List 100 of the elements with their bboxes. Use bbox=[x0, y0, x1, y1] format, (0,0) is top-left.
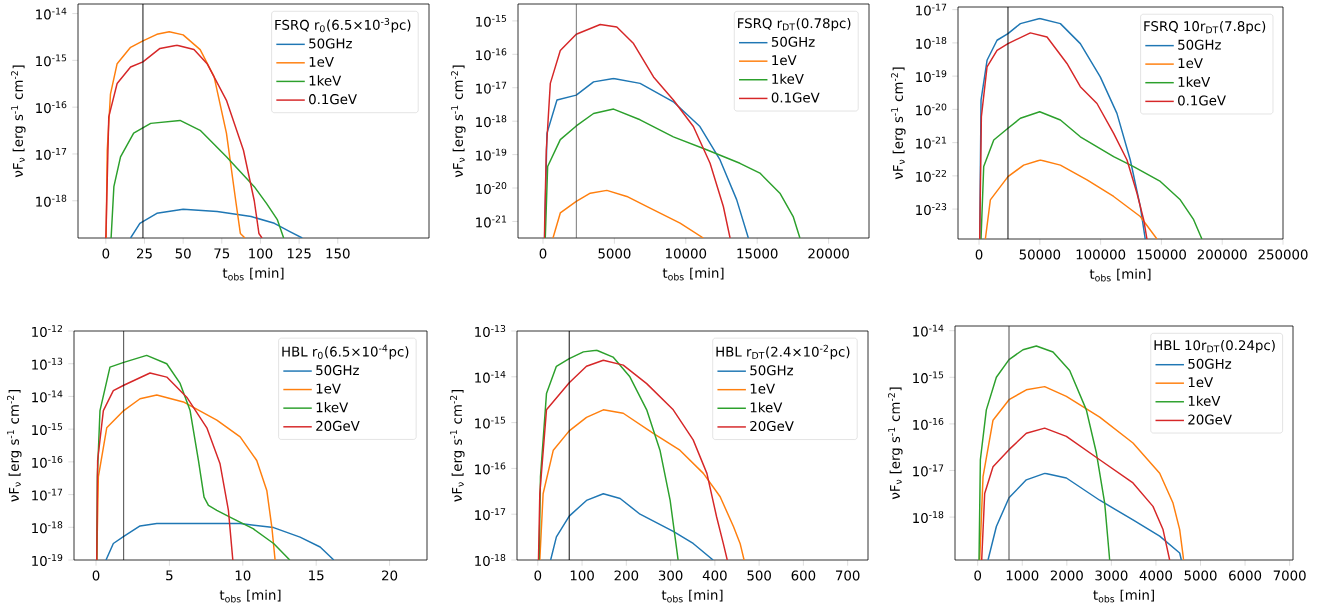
y-tick-label: 10$^{-20}$ bbox=[916, 103, 947, 116]
y-tick-label: 10$^{-21}$ bbox=[476, 215, 507, 228]
y-tick-label: 10$^{-19}$ bbox=[32, 554, 63, 566]
y-tick-label: 10$^{-14}$ bbox=[475, 370, 506, 383]
legend-label: 1keV bbox=[316, 402, 349, 413]
y-tick-label: 10$^{-18}$ bbox=[476, 115, 507, 128]
y-tick-label: 10$^{-13}$ bbox=[475, 325, 506, 337]
y-tick-label: 10$^{-17}$ bbox=[916, 3, 947, 16]
legend-label: 50GHz bbox=[750, 365, 794, 376]
x-tick-label: 0 bbox=[974, 570, 982, 581]
x-tick-label: 0 bbox=[539, 248, 547, 259]
x-tick-label: 0 bbox=[102, 248, 110, 259]
y-tick-label: 10$^{-16}$ bbox=[36, 101, 67, 114]
legend-label: 50GHz bbox=[1178, 39, 1221, 50]
x-tick-label: 600 bbox=[791, 570, 816, 581]
legend-title: FSRQ 10r$_{DT}$(7.8pc) bbox=[1144, 20, 1266, 34]
x-tick-label: 75 bbox=[214, 248, 230, 259]
legend-label: 1eV bbox=[309, 56, 334, 67]
x-tick-label: 300 bbox=[658, 570, 683, 581]
y-tick-label: 10$^{-18}$ bbox=[36, 194, 67, 207]
x-axis-title: t$_{obs}$ [min] bbox=[1093, 589, 1154, 603]
y-tick-label: 10$^{-17}$ bbox=[475, 508, 506, 521]
y-tick-label: 10$^{-21}$ bbox=[916, 136, 947, 149]
x-tick-label: 0 bbox=[534, 570, 542, 581]
y-tick-label: 10$^{-13}$ bbox=[32, 357, 63, 370]
x-tick-label: 10000 bbox=[666, 248, 707, 259]
y-tick-label: 10$^{-18}$ bbox=[475, 554, 506, 566]
legend-label: 0.1GeV bbox=[771, 92, 820, 103]
legend-title: HBL r$_{DT}$(2.4×10$^{-2}$pc) bbox=[716, 344, 850, 360]
x-axis-title: t$_{obs}$ [min] bbox=[662, 267, 724, 281]
x-tick-label: 0 bbox=[975, 249, 983, 260]
y-tick-label: 10$^{-15}$ bbox=[32, 423, 63, 436]
y-tick-label: 10$^{-14}$ bbox=[32, 390, 63, 403]
x-tick-label: 150 bbox=[326, 248, 350, 259]
y-tick-label: 10$^{-16}$ bbox=[913, 417, 944, 430]
x-tick-label: 150000 bbox=[1137, 249, 1186, 260]
y-tick-label: 10$^{-15}$ bbox=[36, 54, 67, 67]
x-tick-label: 100000 bbox=[1076, 249, 1126, 260]
legend-label: 1eV bbox=[1188, 377, 1214, 388]
y-tick-label: 10$^{-12}$ bbox=[32, 325, 62, 337]
y-tick-label: 10$^{-18}$ bbox=[913, 511, 944, 524]
y-tick-label: 10$^{-15}$ bbox=[913, 371, 944, 384]
y-tick-label: 10$^{-19}$ bbox=[916, 70, 947, 83]
legend-title: HBL 10r$_{DT}$(0.24pc) bbox=[1154, 339, 1275, 353]
y-tick-label: 10$^{-17}$ bbox=[913, 464, 944, 477]
legend-label: 1keV bbox=[750, 402, 783, 413]
x-tick-label: 200 bbox=[614, 570, 639, 581]
legend-label: 20GeV bbox=[316, 420, 360, 431]
legend-label: 1keV bbox=[309, 75, 342, 86]
y-axis-title: νF$_{ν}$ [erg s$^{-1}$ cm$^{-2}$] bbox=[11, 65, 26, 178]
x-tick-label: 10 bbox=[235, 570, 251, 581]
x-tick-label: 7000 bbox=[1273, 570, 1306, 581]
x-tick-label: 25 bbox=[136, 248, 152, 259]
y-axis-title: νF$_{ν}$ [erg s$^{-1}$ cm$^{-2}$] bbox=[451, 65, 466, 178]
legend-label: 1eV bbox=[316, 383, 341, 394]
y-tick-label: 10$^{-17}$ bbox=[476, 81, 507, 94]
y-tick-label: 10$^{-18}$ bbox=[916, 36, 947, 49]
x-tick-label: 15000 bbox=[737, 248, 778, 259]
legend-label: 50GHz bbox=[309, 38, 352, 49]
x-tick-label: 4000 bbox=[1139, 570, 1173, 581]
legend-label: 20GeV bbox=[750, 420, 794, 432]
y-axis-title: νF$_{ν}$ [erg s$^{-1}$ cm$^{-2}$] bbox=[7, 390, 22, 502]
x-tick-label: 1000 bbox=[1006, 570, 1039, 581]
x-axis-title: t$_{obs}$ [min] bbox=[222, 267, 284, 281]
x-tick-label: 20 bbox=[382, 570, 398, 581]
y-tick-label: 10$^{-22}$ bbox=[916, 169, 946, 182]
x-tick-label: 3000 bbox=[1095, 570, 1128, 581]
legend-label: 1eV bbox=[1178, 58, 1203, 69]
y-tick-label: 10$^{-17}$ bbox=[32, 488, 63, 501]
y-tick-label: 10$^{-17}$ bbox=[36, 148, 67, 160]
y-axis-title: νF$_{ν}$ [erg s$^{-1}$ cm$^{-2}$] bbox=[450, 390, 465, 502]
y-axis-title: νF$_{ν}$ [erg s$^{-1}$ cm$^{-2}$] bbox=[888, 387, 903, 500]
y-tick-label: 10$^{-16}$ bbox=[475, 462, 506, 475]
y-tick-label: 10$^{-20}$ bbox=[476, 182, 507, 195]
legend-label: 0.1GeV bbox=[309, 94, 357, 105]
legend-label: 1eV bbox=[750, 383, 775, 394]
y-tick-label: 10$^{-18}$ bbox=[32, 521, 63, 534]
x-tick-label: 50000 bbox=[1019, 249, 1061, 260]
y-tick-label: 10$^{-16}$ bbox=[32, 455, 63, 468]
legend-label: 50GHz bbox=[771, 36, 815, 47]
y-tick-label: 10$^{-14}$ bbox=[36, 7, 67, 20]
legend-title: HBL r$_{0}$(6.5×10$^{-4}$pc) bbox=[282, 344, 409, 360]
y-tick-label: 10$^{-15}$ bbox=[475, 416, 506, 429]
x-tick-label: 100 bbox=[570, 570, 594, 581]
legend-label: 1keV bbox=[772, 73, 804, 85]
y-tick-label: 10$^{-15}$ bbox=[476, 14, 507, 27]
legend-label: 50GHz bbox=[316, 365, 359, 376]
y-axis-title: νF$_{ν}$ [erg s$^{-1}$ cm$^{-2}$] bbox=[891, 67, 906, 180]
legend-title: FSRQ r$_{0}$(6.5×10$^{-3}$pc) bbox=[275, 17, 411, 33]
y-tick-label: 10$^{-16}$ bbox=[476, 48, 507, 61]
x-tick-label: 500 bbox=[747, 570, 771, 581]
x-tick-label: 400 bbox=[702, 570, 727, 581]
x-axis-title: t$_{obs}$ [min] bbox=[661, 589, 723, 603]
x-tick-label: 50 bbox=[175, 248, 191, 259]
x-axis-title: t$_{obs}$ [min] bbox=[1089, 268, 1151, 282]
x-tick-label: 100 bbox=[249, 248, 273, 259]
x-tick-label: 700 bbox=[836, 570, 860, 581]
x-tick-label: 0 bbox=[92, 570, 100, 581]
x-tick-label: 15 bbox=[309, 570, 324, 581]
legend-label: 50GHz bbox=[1188, 358, 1232, 369]
